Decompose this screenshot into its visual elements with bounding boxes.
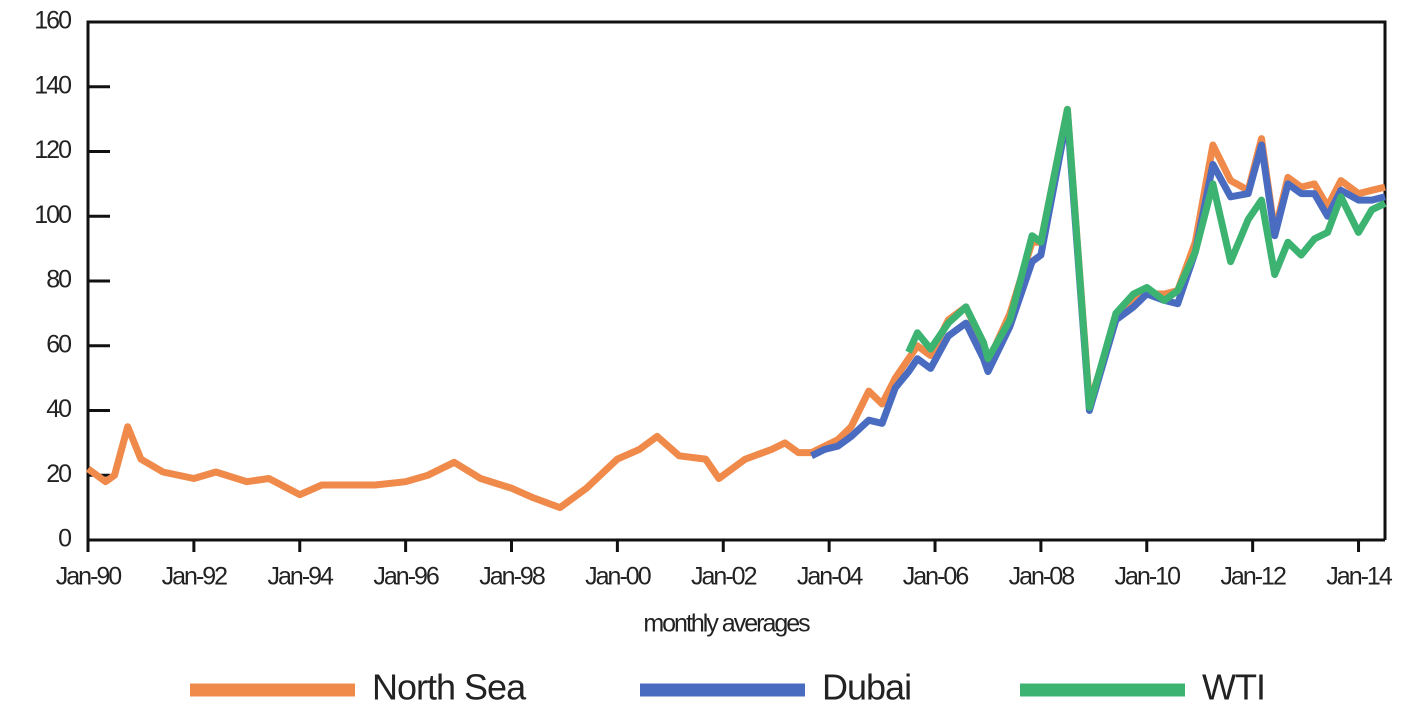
y-tick-label: 40 bbox=[46, 395, 71, 423]
x-tick-label: Jan-96 bbox=[373, 563, 439, 591]
x-tick-label: Jan-94 bbox=[268, 563, 335, 591]
x-tick-label: Jan-90 bbox=[56, 563, 122, 591]
y-tick-label: 80 bbox=[46, 266, 71, 294]
x-tick-label: Jan-92 bbox=[162, 563, 228, 591]
legend-label: WTI bbox=[1202, 667, 1265, 708]
x-tick-label: Jan-98 bbox=[479, 563, 545, 591]
series-line bbox=[85, 105, 1386, 512]
x-tick-label: Jan-10 bbox=[1115, 563, 1181, 591]
y-tick-label: 60 bbox=[46, 330, 71, 358]
x-tick-label: Jan-14 bbox=[1326, 563, 1393, 591]
y-tick-label: 20 bbox=[46, 460, 71, 488]
y-tick-label: 140 bbox=[34, 71, 71, 99]
x-tick-label: Jan-00 bbox=[585, 563, 651, 591]
x-tick-label: Jan-02 bbox=[691, 563, 757, 591]
x-tick-label: Jan-06 bbox=[903, 563, 969, 591]
y-tick-label: 100 bbox=[34, 201, 71, 229]
y-tick-label: 120 bbox=[34, 136, 71, 164]
x-tick-label: Jan-08 bbox=[1009, 563, 1075, 591]
y-tick-label: 160 bbox=[34, 7, 71, 35]
y-tick-label: 0 bbox=[58, 525, 71, 553]
x-tick-label: Jan-04 bbox=[797, 563, 864, 591]
legend-label: Dubai bbox=[822, 667, 911, 708]
x-tick-label: Jan-12 bbox=[1220, 563, 1286, 591]
legend-label: North Sea bbox=[372, 667, 527, 708]
x-axis-label: monthly averages bbox=[643, 610, 810, 638]
series-line bbox=[905, 105, 1387, 411]
series-line bbox=[809, 112, 1386, 459]
